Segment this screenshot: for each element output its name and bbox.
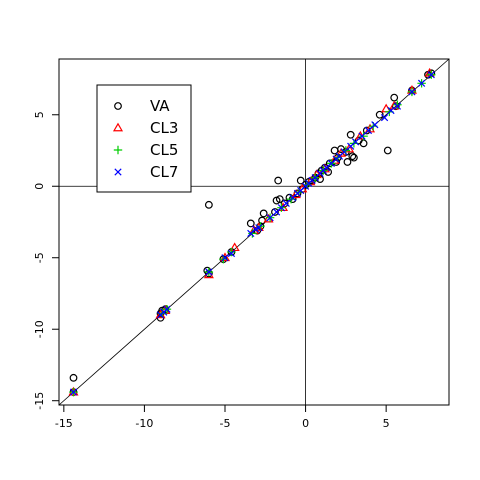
legend-marker	[112, 122, 124, 132]
legend-label: CL5	[150, 141, 178, 159]
legend-label: VA	[150, 97, 170, 115]
x-tick-label: 0	[302, 417, 309, 430]
y-tick-label: -5	[33, 252, 46, 263]
data-point	[69, 388, 78, 396]
data-point	[344, 143, 355, 153]
legend-label: CL3	[150, 119, 178, 137]
data-point	[227, 249, 236, 258]
y-tick-label: 0	[33, 183, 46, 190]
data-point	[259, 209, 268, 218]
legend-marker	[113, 145, 123, 155]
data-point	[346, 130, 355, 139]
data-point	[364, 126, 373, 135]
data-point	[375, 110, 384, 119]
data-point	[266, 214, 274, 222]
legend: VA CL3 CL5 CL7	[96, 84, 192, 193]
legend-marker	[114, 168, 122, 176]
data-point	[271, 208, 279, 216]
data-point	[205, 268, 213, 276]
data-point	[383, 146, 392, 155]
data-point	[427, 71, 435, 79]
data-point	[359, 132, 368, 141]
x-tick-label: 5	[383, 417, 390, 430]
data-point	[387, 106, 395, 115]
data-point	[246, 219, 255, 228]
data-point	[371, 121, 379, 129]
legend-marker	[114, 102, 122, 110]
data-point	[380, 113, 389, 122]
data-point	[274, 176, 283, 185]
legend-item-cl7: CL7	[114, 163, 178, 181]
x-axis: -15 -10 -5 0 5	[55, 404, 390, 430]
data-point	[221, 254, 229, 262]
data-point	[275, 195, 284, 204]
data-point	[248, 229, 257, 238]
legend-item-cl3: CL3	[112, 119, 178, 137]
data-points	[68, 67, 436, 397]
data-point	[227, 247, 236, 257]
x-tick-label: -15	[55, 417, 73, 430]
data-point	[362, 126, 371, 135]
y-tick-label: 5	[33, 111, 46, 118]
data-point	[417, 79, 426, 87]
data-point	[340, 148, 348, 156]
data-point	[69, 373, 78, 382]
data-point	[343, 158, 352, 166]
data-point	[255, 224, 263, 232]
data-point	[204, 200, 213, 209]
x-tick-label: -5	[220, 417, 231, 430]
legend-label: CL7	[150, 163, 178, 181]
y-tick-label: -15	[33, 392, 46, 410]
series-cl7	[69, 71, 435, 396]
data-point	[408, 88, 416, 96]
legend-item-va: VA	[114, 97, 170, 115]
legend-box	[96, 84, 192, 193]
y-axis: -15 -10 -5 0 5	[33, 111, 60, 410]
data-point	[163, 305, 171, 313]
data-point	[358, 132, 366, 140]
legend-item-cl5: CL5	[113, 141, 178, 159]
data-point	[393, 102, 402, 110]
x-tick-label: -10	[135, 417, 153, 430]
data-point	[351, 138, 360, 146]
data-point	[393, 100, 402, 109]
y-tick-label: -10	[33, 320, 46, 338]
data-point	[282, 199, 290, 208]
data-point	[296, 176, 305, 185]
data-point	[348, 152, 357, 161]
data-point	[350, 153, 358, 162]
